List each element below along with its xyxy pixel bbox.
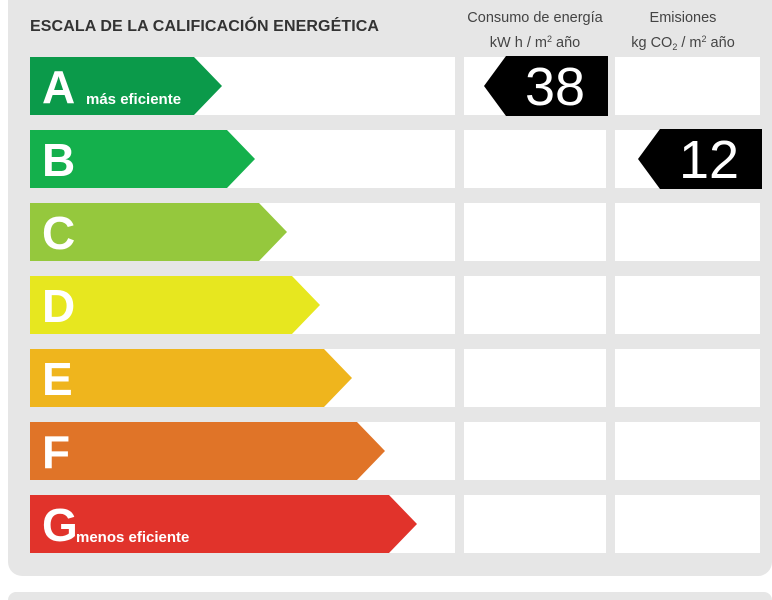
energy-cell-f: [464, 422, 606, 480]
energy-rating-badge: 38: [484, 56, 608, 117]
emissions-rating-badge-value: 12: [678, 130, 740, 190]
rating-arrow-b: B: [30, 130, 255, 188]
rating-letter-b: B: [42, 134, 76, 186]
emissions-header-line2: kg CO2 / m2 año: [631, 34, 735, 52]
bottom-panel-edge: [8, 592, 772, 600]
energy-header-line2: kW h / m2 año: [489, 34, 581, 51]
rating-letter-a: A: [42, 61, 76, 113]
rating-caption-a: más eficiente: [86, 91, 182, 108]
energy-cell-e: [464, 349, 606, 407]
emissions-cell-d: [615, 276, 760, 334]
rating-arrow-d: D: [30, 276, 320, 334]
rating-caption-g: menos eficiente: [76, 529, 190, 546]
rating-arrow-e: E: [30, 349, 352, 407]
emissions-cell-f: [615, 422, 760, 480]
emissions-header: Emisiones kg CO2 / m2 año: [612, 8, 754, 58]
rating-letter-c: C: [42, 207, 76, 259]
emissions-cell-c: [615, 203, 760, 261]
emissions-cell-a: [615, 57, 760, 115]
energy-cell-d: [464, 276, 606, 334]
emissions-cell-e: [615, 349, 760, 407]
rating-letter-f: F: [42, 426, 71, 478]
rating-arrow-f: F: [30, 422, 385, 480]
energy-consumption-header: Consumo de energía kW h / m2 año: [455, 8, 615, 54]
energy-cell-b: [464, 130, 606, 188]
energy-rating-badge-value: 38: [524, 57, 586, 117]
rating-arrow-c: C: [30, 203, 287, 261]
scale-title: ESCALA DE LA CALIFICACIÓN ENERGÉTICA: [30, 18, 380, 35]
rating-letter-e: E: [42, 353, 73, 405]
emissions-rating-badge: 12: [638, 129, 762, 190]
rating-letter-g: G: [42, 499, 78, 551]
energy-cell-g: [464, 495, 606, 553]
energy-header-line1: Consumo de energía: [467, 10, 603, 26]
emissions-header-line1: Emisiones: [649, 10, 717, 26]
watermark: habitaclia: [322, 282, 442, 312]
energy-cell-c: [464, 203, 606, 261]
emissions-cell-g: [615, 495, 760, 553]
rating-letter-d: D: [42, 280, 76, 332]
